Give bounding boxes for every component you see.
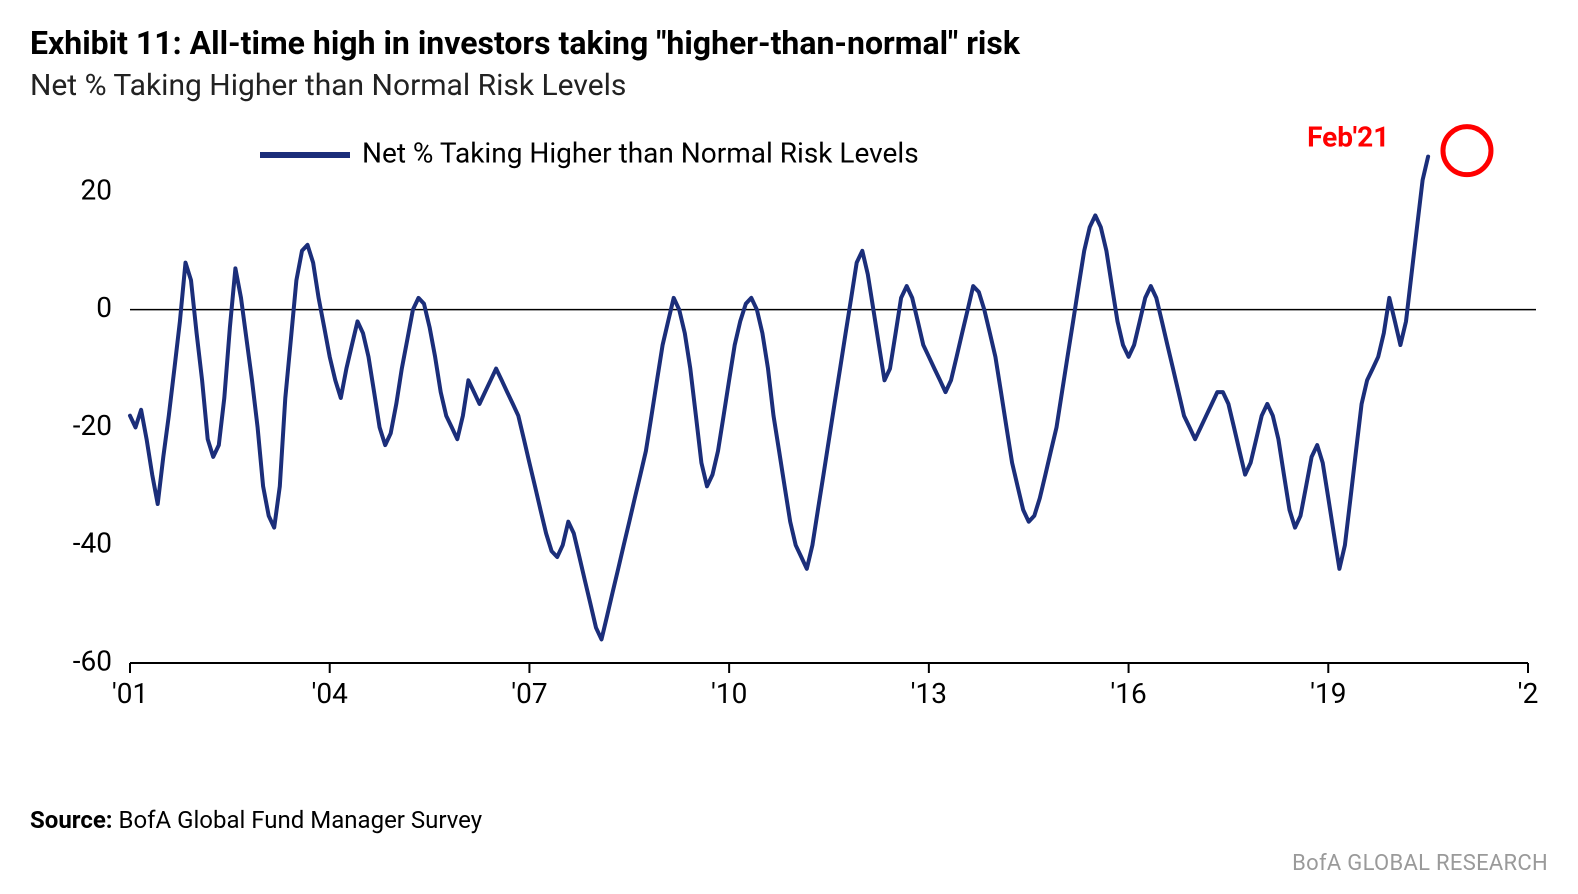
xtick-label: '19	[1310, 677, 1346, 710]
chart-subtitle: Net % Taking Higher than Normal Risk Lev…	[30, 68, 1548, 103]
ytick-label: 20	[81, 173, 112, 206]
source-text: BofA Global Fund Manager Survey	[113, 806, 483, 834]
source-prefix: Source:	[30, 806, 113, 834]
ytick-label: -60	[73, 644, 112, 677]
line-chart: -60 -40 -20 0 20 '01 '04 '07 '10 '13 '16 '19 '2 Net %…	[30, 103, 1548, 723]
ytick-label: 0	[96, 291, 112, 324]
annotation-label: Feb'21	[1307, 120, 1389, 153]
ytick-label: -40	[73, 527, 112, 560]
xtick-label: '04	[312, 677, 349, 710]
xtick-label: '16	[1110, 677, 1146, 710]
xtick-label: '2	[1518, 677, 1539, 710]
legend-label: Net % Taking Higher than Normal Risk Lev…	[362, 136, 919, 169]
source-line: Source: BofA Global Fund Manager Survey	[30, 806, 482, 834]
chart-title: Exhibit 11: All-time high in investors t…	[30, 24, 1548, 62]
xtick-label: '07	[511, 677, 547, 710]
xtick-label: '13	[911, 677, 947, 710]
watermark: BofA GLOBAL RESEARCH	[1292, 851, 1548, 876]
xtick-label: '10	[711, 677, 747, 710]
ytick-label: -20	[73, 409, 112, 442]
xtick-label: '01	[112, 677, 148, 710]
